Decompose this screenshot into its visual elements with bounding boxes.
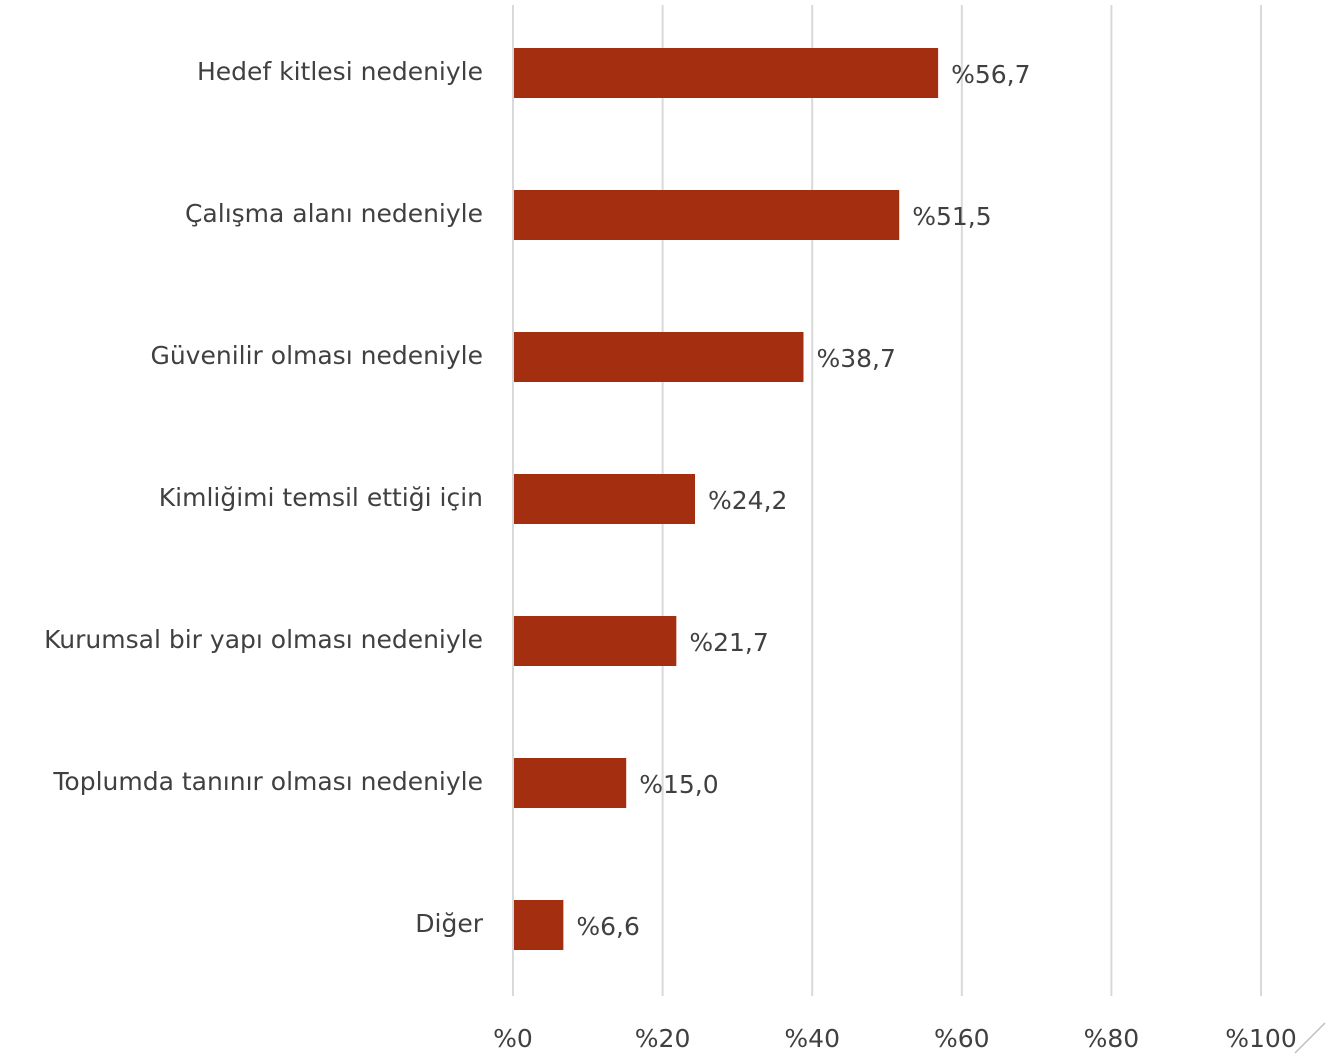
bar [514,474,696,524]
y-tick-label: Hedef kitlesi nedeniyle [197,57,483,86]
data-label: %24,2 [708,486,787,515]
decoration [1294,1022,1326,1054]
bar [514,758,627,808]
bar [514,616,677,666]
data-label: %6,6 [576,912,640,941]
x-tick-label: %100 [1225,1024,1296,1053]
data-label: %15,0 [639,770,718,799]
data-label: %56,7 [951,60,1030,89]
x-tick-label: %20 [635,1024,691,1053]
y-tick-label: Kurumsal bir yapı olması nedeniyle [44,625,483,654]
x-tick-label: %40 [784,1024,840,1053]
x-tick-label: %80 [1084,1024,1140,1053]
y-tick-label: Toplumda tanınır olması nedeniyle [52,767,483,796]
x-tick-label: %0 [493,1024,533,1053]
data-label: %51,5 [912,202,991,231]
y-tick-label: Diğer [415,909,483,938]
y-tick-label: Güvenilir olması nedeniyle [150,341,483,370]
bar [514,190,900,240]
data-label: %38,7 [816,344,895,373]
bar [514,900,564,950]
data-label: %21,7 [689,628,768,657]
x-tick-label: %60 [934,1024,990,1053]
y-tick-label: Kimliğimi temsil ettiği için [159,483,483,512]
bar [514,48,939,98]
bar [514,332,804,382]
y-tick-label: Çalışma alanı nedeniyle [185,199,483,228]
